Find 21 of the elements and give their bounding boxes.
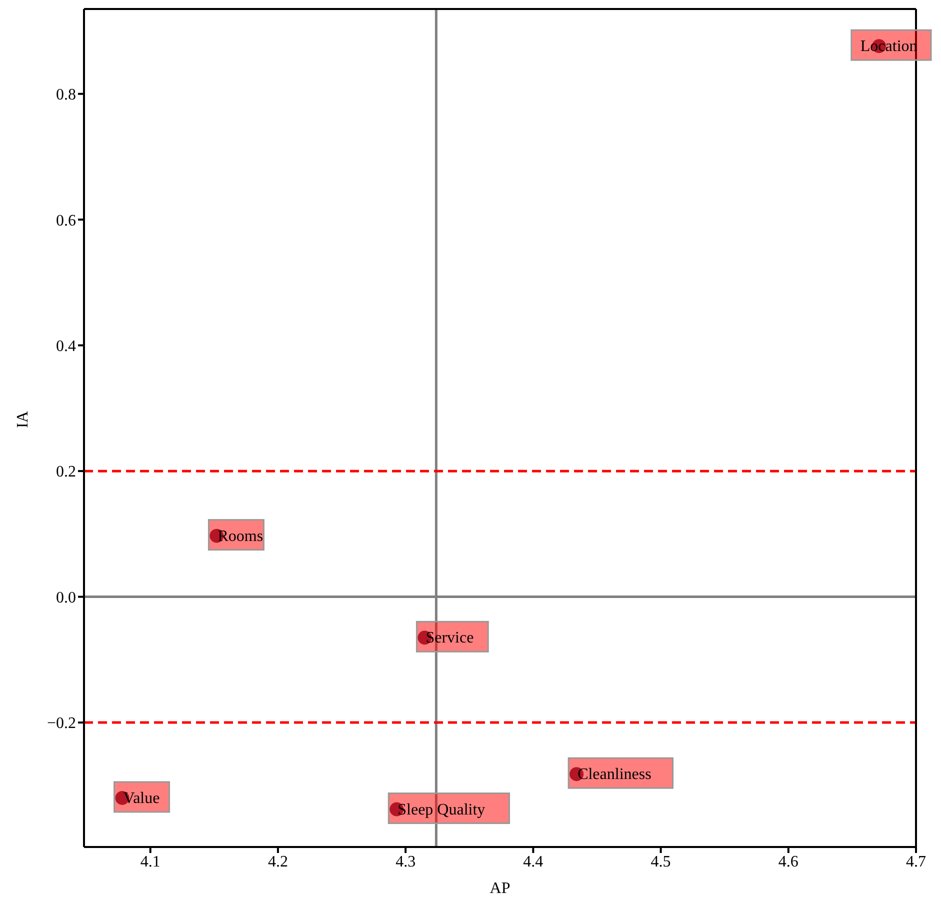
annotation: Sleep Quality xyxy=(398,801,486,818)
x-tick-label: 4.4 xyxy=(523,853,544,870)
y-tick-label: 0.4 xyxy=(56,338,76,356)
y-tick-label: 0.8 xyxy=(56,86,76,104)
x-tick-label: 4.6 xyxy=(778,853,798,870)
annotation: Value xyxy=(123,790,160,807)
annotation: Service xyxy=(426,630,474,647)
annotation: Cleanliness xyxy=(578,766,652,784)
x-tick-label: 4.3 xyxy=(396,853,416,870)
y-tick-label: 0.6 xyxy=(56,212,76,230)
y-tick-label: −0.2 xyxy=(46,715,76,732)
x-tick-label: 4.1 xyxy=(140,853,160,870)
annotation: Rooms xyxy=(218,528,264,545)
y-tick-label: 0.0 xyxy=(56,589,76,606)
x-tick-label: 4.2 xyxy=(268,853,288,870)
x-tick-label: 4.7 xyxy=(906,853,926,870)
y-tick-label: 0.2 xyxy=(56,464,76,481)
annotation: Location xyxy=(860,38,918,56)
x-tick-label: 4.5 xyxy=(650,853,671,870)
y-axis-title: IA xyxy=(14,410,32,428)
x-axis-title: AP xyxy=(490,880,510,897)
